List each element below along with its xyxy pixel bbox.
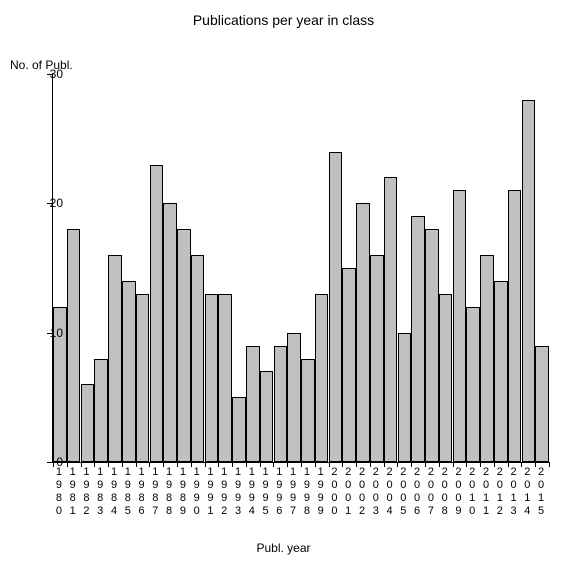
x-tick-label: 1994 [246, 466, 257, 518]
bars-group [53, 74, 549, 462]
bar [342, 268, 356, 462]
x-tick-label: 2003 [370, 466, 381, 518]
x-tick-label: 2001 [343, 466, 354, 518]
chart-container: Publications per year in class No. of Pu… [0, 0, 567, 567]
bar [94, 359, 108, 462]
bar [81, 384, 95, 462]
bar [508, 190, 522, 462]
bar [384, 177, 398, 462]
x-axis-label: Publ. year [0, 541, 567, 555]
bar [274, 346, 288, 462]
y-tick-label: 20 [50, 196, 63, 210]
bar [191, 255, 205, 462]
x-tick-label: 1995 [260, 466, 271, 518]
x-labels-group: 1980198119821983198419851986198719881989… [52, 466, 548, 526]
x-tick-label: 2009 [453, 466, 464, 518]
bar [494, 281, 508, 462]
bar [67, 229, 81, 462]
x-tick-label: 1983 [95, 466, 106, 518]
bar [439, 294, 453, 462]
chart-title: Publications per year in class [0, 12, 567, 28]
x-tick-label: 2015 [536, 466, 547, 518]
x-tick-label: 2014 [522, 466, 533, 518]
x-tick-label: 1987 [150, 466, 161, 518]
bar [535, 346, 549, 462]
y-axis-label: No. of Publ. [10, 58, 73, 72]
x-tick [549, 462, 550, 467]
bar [218, 294, 232, 462]
x-tick-label: 1997 [288, 466, 299, 518]
x-tick-label: 1980 [53, 466, 64, 518]
x-tick-label: 1988 [164, 466, 175, 518]
bar [329, 152, 343, 462]
x-tick-label: 2000 [329, 466, 340, 518]
bar [108, 255, 122, 462]
y-tick-label: 10 [50, 326, 63, 340]
bar [205, 294, 219, 462]
x-tick-label: 2005 [398, 466, 409, 518]
x-tick-label: 1992 [219, 466, 230, 518]
y-tick-label: 30 [50, 67, 63, 81]
bar [356, 203, 370, 462]
x-tick-label: 1985 [122, 466, 133, 518]
x-tick-label: 1990 [191, 466, 202, 518]
bar [480, 255, 494, 462]
x-tick-label: 1993 [233, 466, 244, 518]
x-tick-label: 2010 [467, 466, 478, 518]
x-tick-label: 1986 [136, 466, 147, 518]
x-tick-label: 2012 [494, 466, 505, 518]
x-tick-label: 2006 [412, 466, 423, 518]
bar [370, 255, 384, 462]
x-tick-label: 2002 [357, 466, 368, 518]
bar [287, 333, 301, 462]
x-tick-label: 1998 [301, 466, 312, 518]
bar [411, 216, 425, 462]
x-tick-label: 1982 [81, 466, 92, 518]
x-tick-label: 1991 [205, 466, 216, 518]
bar [122, 281, 136, 462]
bar [301, 359, 315, 462]
bar [453, 190, 467, 462]
x-tick-label: 1996 [274, 466, 285, 518]
bar [246, 346, 260, 462]
plot-area [52, 74, 549, 463]
x-tick-label: 1999 [315, 466, 326, 518]
bar [466, 307, 480, 462]
bar [136, 294, 150, 462]
bar [522, 100, 536, 462]
bar [315, 294, 329, 462]
bar [232, 397, 246, 462]
bar [398, 333, 412, 462]
bar [150, 165, 164, 462]
bar [260, 371, 274, 462]
x-tick-label: 1981 [67, 466, 78, 518]
x-tick-label: 1989 [177, 466, 188, 518]
x-tick-label: 2004 [384, 466, 395, 518]
bar [163, 203, 177, 462]
x-tick-label: 2008 [439, 466, 450, 518]
x-tick-label: 2011 [481, 466, 492, 518]
bar [177, 229, 191, 462]
x-tick-label: 2013 [508, 466, 519, 518]
x-tick-label: 2007 [425, 466, 436, 518]
x-tick-label: 1984 [109, 466, 120, 518]
bar [425, 229, 439, 462]
